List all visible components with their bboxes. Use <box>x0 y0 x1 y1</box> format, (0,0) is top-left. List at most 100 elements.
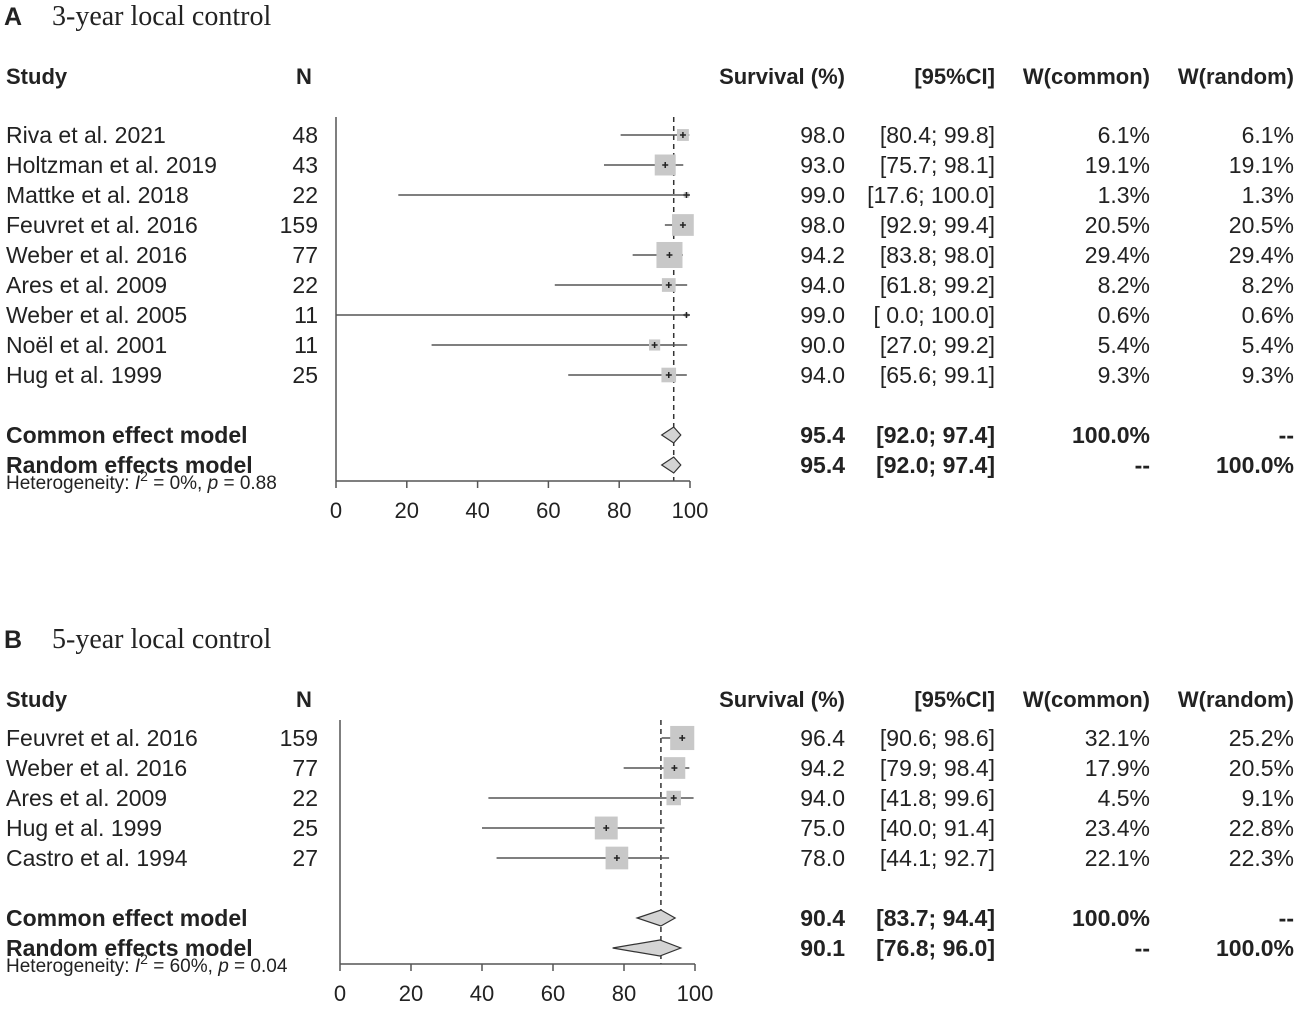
survival-value: 94.2 <box>800 755 845 781</box>
study-row: Noël et al. 2001 11 90.0 [27.0; 99.2] 5.4% 5.… <box>6 332 1294 358</box>
w-common-value: 22.1% <box>1085 845 1150 871</box>
pooled-w-common: -- <box>1135 935 1150 961</box>
pooled-w-random: -- <box>1279 905 1294 931</box>
pooled-survival: 95.4 <box>800 422 845 448</box>
w-random-value: 19.1% <box>1229 152 1294 178</box>
ci-value: [79.9; 98.4] <box>880 755 995 781</box>
survival-value: 98.0 <box>800 122 845 148</box>
study-name: Weber et al. 2016 <box>6 755 187 781</box>
w-random-value: 29.4% <box>1229 242 1294 268</box>
w-common-value: 4.5% <box>1098 785 1150 811</box>
study-name: Hug et al. 1999 <box>6 362 162 388</box>
pooled-row: Common effect model 90.4 [83.7; 94.4] 100.0… <box>6 905 1294 931</box>
pooled-label: Random effects model <box>6 935 253 961</box>
w-random-value: 8.2% <box>1242 272 1294 298</box>
study-name: Mattke et al. 2018 <box>6 182 189 208</box>
pooled-diamond <box>660 456 682 474</box>
study-name: Weber et al. 2005 <box>6 302 187 328</box>
w-random-value: 9.3% <box>1242 362 1294 388</box>
pooled-ci: [76.8; 96.0] <box>876 935 995 961</box>
survival-value: 90.0 <box>800 332 845 358</box>
heterogeneity-part: 2 <box>140 951 148 967</box>
study-row: Ares et al. 2009 22 94.0 [61.8; 99.2] 8.2% 8.… <box>6 272 1294 298</box>
pooled-ci: [92.0; 97.4] <box>876 452 995 478</box>
x-tick-label: 60 <box>541 981 565 1006</box>
x-tick-label: 80 <box>612 981 636 1006</box>
pooled-w-common: -- <box>1135 452 1150 478</box>
pooled-label: Common effect model <box>6 422 248 448</box>
w-common-value: 9.3% <box>1098 362 1150 388</box>
w-random-value: 25.2% <box>1229 725 1294 751</box>
w-common-value: 0.6% <box>1098 302 1150 328</box>
study-n: 22 <box>292 182 318 208</box>
study-row: Ares et al. 2009 22 94.0 [41.8; 99.6] 4.5% 9.… <box>6 785 1294 811</box>
study-n: 48 <box>292 122 318 148</box>
pooled-w-common: 100.0% <box>1072 905 1150 931</box>
x-tick-label: 100 <box>677 981 714 1006</box>
study-n: 22 <box>292 785 318 811</box>
study-n: 25 <box>292 362 318 388</box>
study-row: Feuvret et al. 2016 159 98.0 [92.9; 99.4] 20… <box>6 212 1294 238</box>
x-tick-label: 0 <box>330 498 342 523</box>
study-n: 159 <box>280 725 318 751</box>
study-row: Holtzman et al. 2019 43 93.0 [75.7; 98.1] 19… <box>6 152 1294 178</box>
study-n: 25 <box>292 815 318 841</box>
w-random-value: 20.5% <box>1229 212 1294 238</box>
study-n: 159 <box>280 212 318 238</box>
study-row: Mattke et al. 2018 22 99.0 [17.6; 100.0] 1.3… <box>6 182 1294 208</box>
w-random-value: 0.6% <box>1242 302 1294 328</box>
panel-label: B <box>4 626 22 654</box>
x-tick-label: 40 <box>465 498 489 523</box>
w-random-value: 5.4% <box>1242 332 1294 358</box>
study-n: 77 <box>292 242 318 268</box>
panel-title: 3-year local control <box>52 1 271 32</box>
study-row: Riva et al. 2021 48 98.0 [80.4; 99.8] 6.1% 6.… <box>6 122 1294 148</box>
ci-value: [92.9; 99.4] <box>880 212 995 238</box>
heterogeneity-part: 2 <box>140 468 148 484</box>
pooled-label: Random effects model <box>6 452 253 478</box>
ci-value: [61.8; 99.2] <box>880 272 995 298</box>
pooled-row: Common effect model 95.4 [92.0; 97.4] 100.0… <box>6 422 1294 448</box>
study-row: Hug et al. 1999 25 75.0 [40.0; 91.4] 23.4% 22… <box>6 815 1294 841</box>
pooled-w-random: 100.0% <box>1216 452 1294 478</box>
study-n: 77 <box>292 755 318 781</box>
study-name: Riva et al. 2021 <box>6 122 166 148</box>
heterogeneity-part: Heterogeneity: <box>6 956 135 977</box>
pooled-ci: [83.7; 94.4] <box>876 905 995 931</box>
header-survival: Survival (%) <box>719 687 845 712</box>
panel-label: A <box>4 3 22 31</box>
pooled-survival: 95.4 <box>800 452 845 478</box>
w-common-value: 8.2% <box>1098 272 1150 298</box>
survival-value: 94.0 <box>800 785 845 811</box>
x-tick-label: 20 <box>395 498 419 523</box>
ci-value: [17.6; 100.0] <box>867 182 995 208</box>
ci-value: [90.6; 98.6] <box>880 725 995 751</box>
pooled-survival: 90.4 <box>800 905 845 931</box>
heterogeneity-part: p <box>217 956 229 977</box>
header-n: N <box>296 64 312 89</box>
ci-value: [80.4; 99.8] <box>880 122 995 148</box>
w-random-value: 22.8% <box>1229 815 1294 841</box>
study-name: Ares et al. 2009 <box>6 785 167 811</box>
w-common-value: 29.4% <box>1085 242 1150 268</box>
w-common-value: 20.5% <box>1085 212 1150 238</box>
x-tick-label: 20 <box>399 981 423 1006</box>
study-name: Castro et al. 1994 <box>6 845 188 871</box>
w-common-value: 17.9% <box>1085 755 1150 781</box>
x-tick-label: 80 <box>607 498 631 523</box>
header-w-random: W(random) <box>1178 687 1294 712</box>
study-name: Ares et al. 2009 <box>6 272 167 298</box>
pooled-w-random: -- <box>1279 422 1294 448</box>
header-w-common: W(common) <box>1023 687 1150 712</box>
x-tick-label: 0 <box>334 981 346 1006</box>
header-ci: [95%CI] <box>914 687 995 712</box>
ci-value: [40.0; 91.4] <box>880 815 995 841</box>
survival-value: 94.0 <box>800 272 845 298</box>
header-study: Study <box>6 64 68 89</box>
pooled-diamond <box>612 939 683 957</box>
pooled-w-common: 100.0% <box>1072 422 1150 448</box>
w-common-value: 32.1% <box>1085 725 1150 751</box>
study-name: Weber et al. 2016 <box>6 242 187 268</box>
study-n: 43 <box>292 152 318 178</box>
